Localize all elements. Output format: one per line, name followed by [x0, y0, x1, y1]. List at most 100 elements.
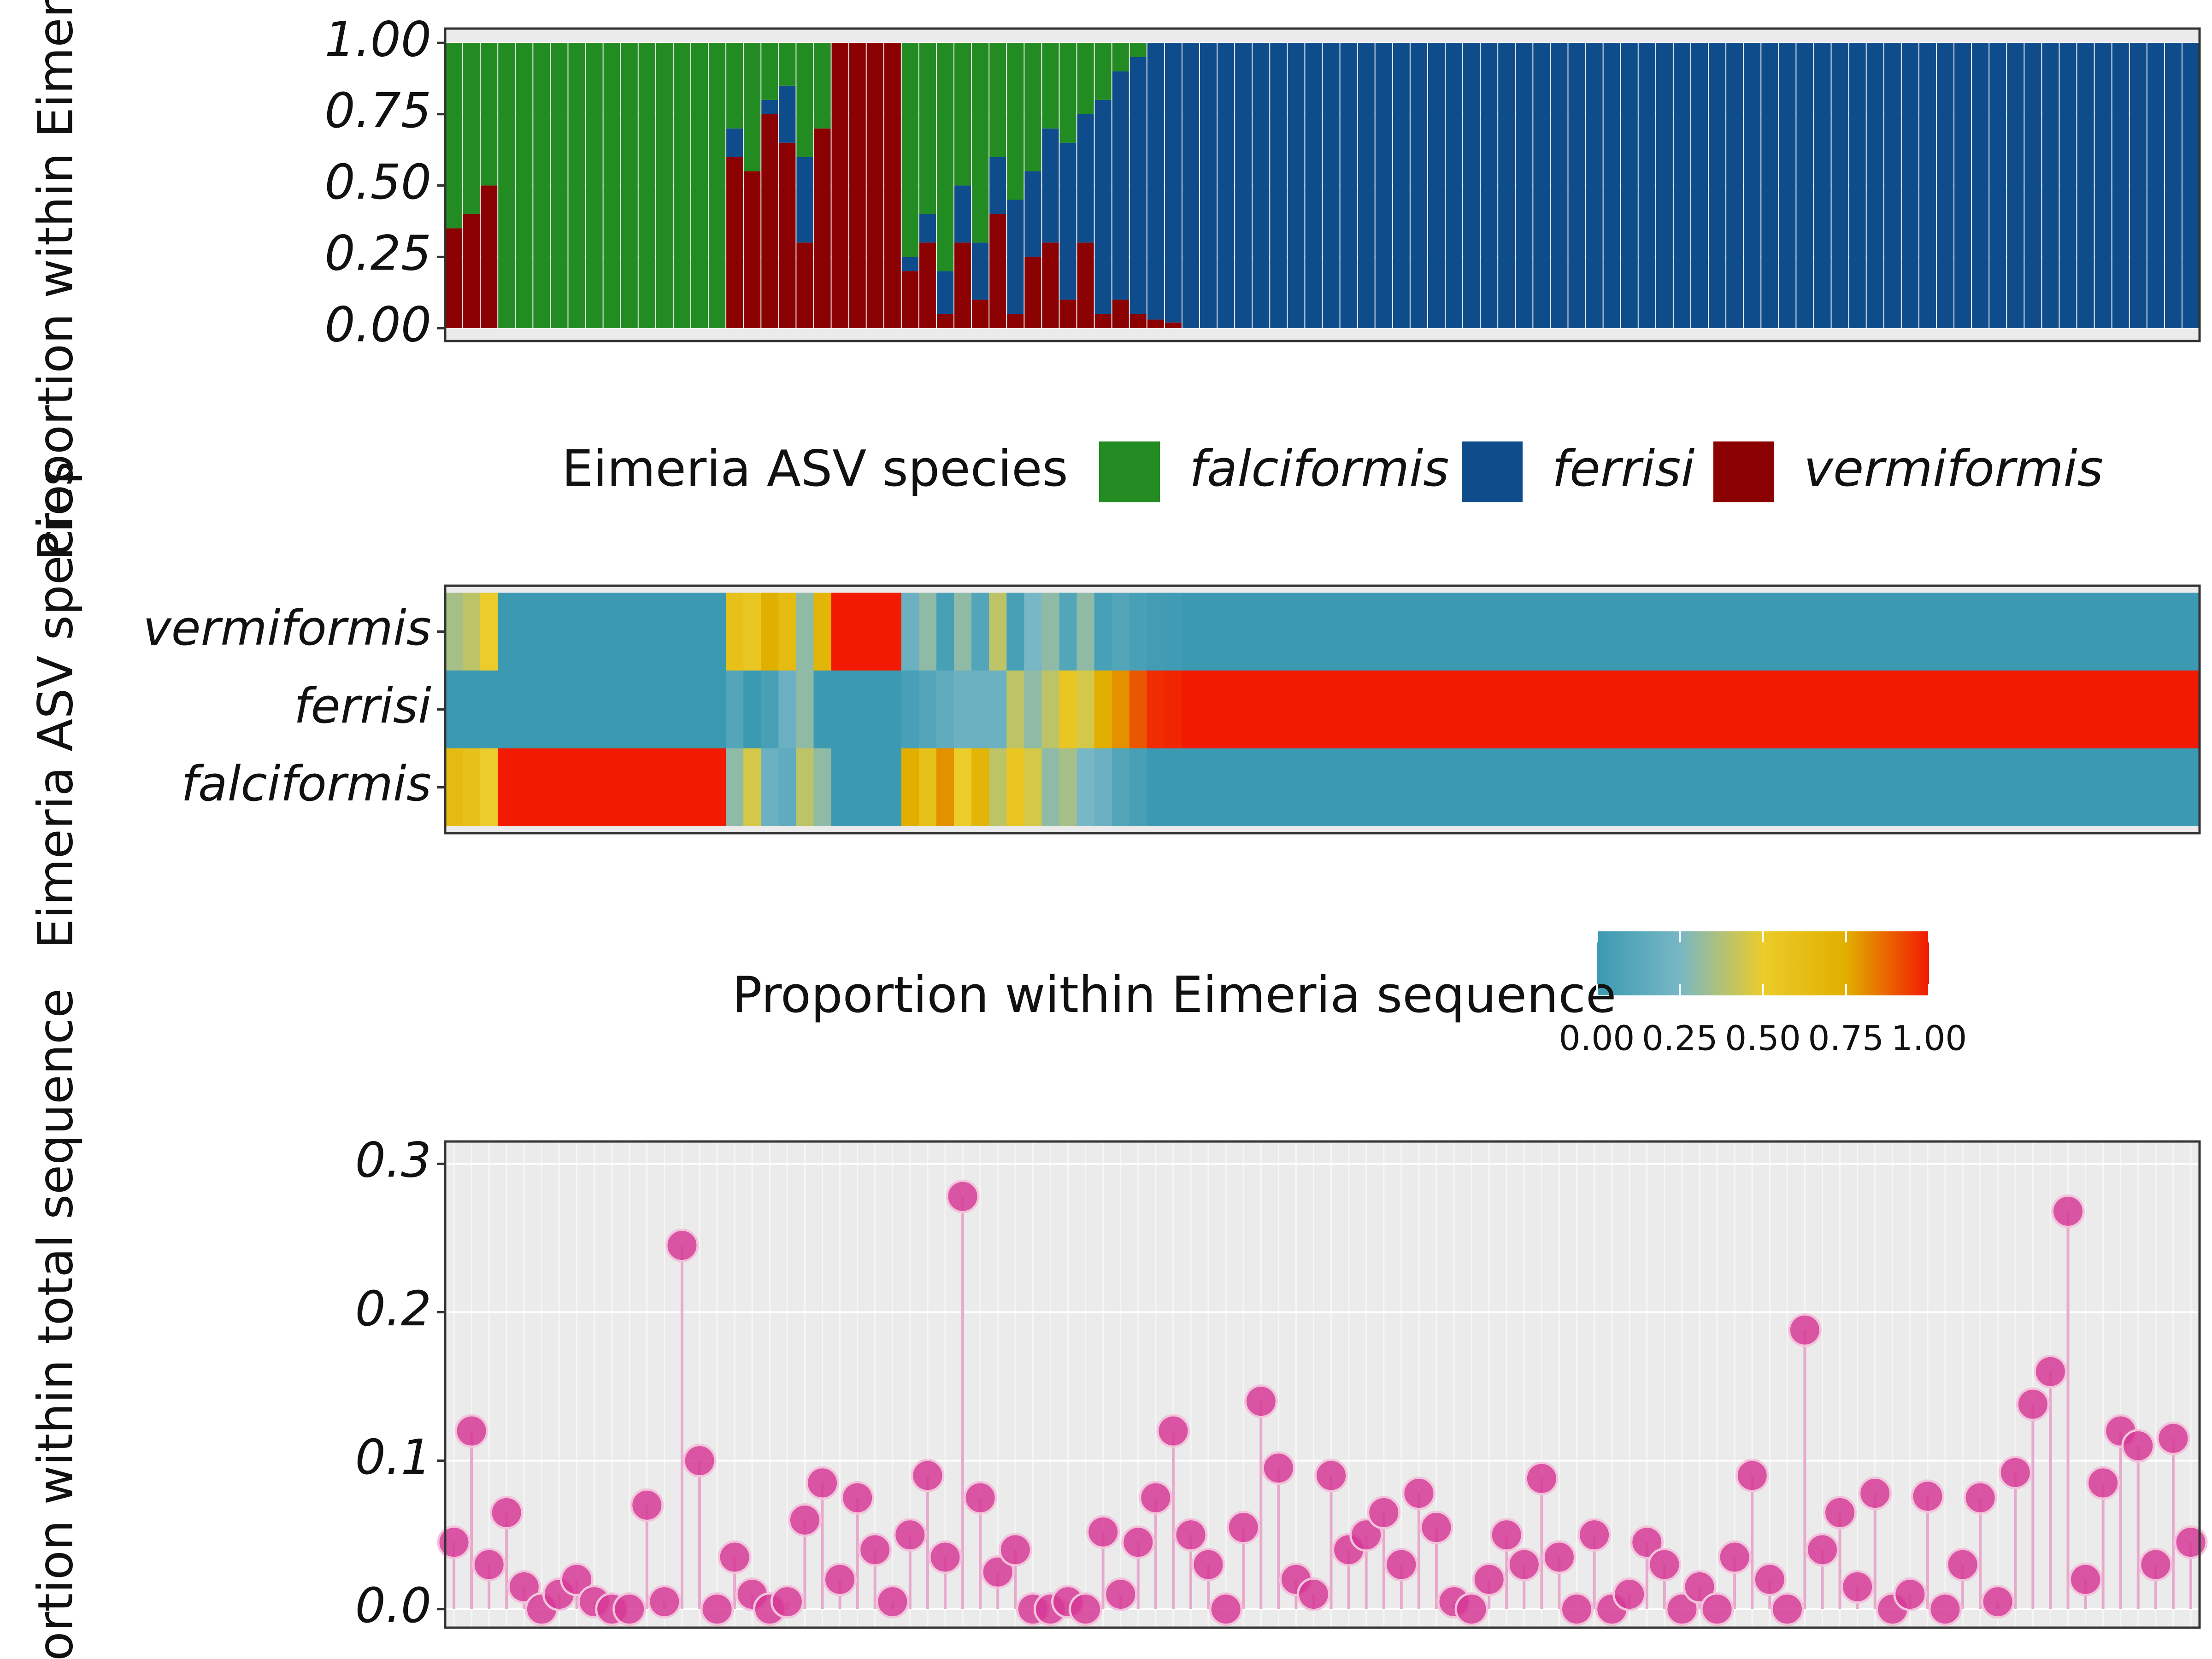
- lollipop-point: [1384, 1547, 1418, 1582]
- heatmap-cell: [620, 671, 639, 748]
- bar-segment: [1305, 42, 1322, 329]
- heatmap-cell: [1813, 748, 1832, 826]
- heatmap-cell: [971, 748, 989, 826]
- lollipop-point: [1963, 1481, 1997, 1515]
- legend-label: ferrisi: [1552, 440, 1695, 498]
- lollipop-point: [1683, 1570, 1717, 1604]
- bar-segment: [1831, 42, 1848, 329]
- heatmap-cell: [1918, 748, 1937, 826]
- bar-segment: [2042, 42, 2059, 329]
- legend-key: [1099, 441, 1160, 502]
- lollipop-point: [2174, 1525, 2208, 1559]
- heatmap-cell: [1445, 593, 1463, 671]
- lollipop-point: [1191, 1547, 1225, 1582]
- heatmap-cell: [1690, 593, 1709, 671]
- heatmap-cell: [936, 671, 954, 748]
- lollipop-point: [1402, 1476, 1436, 1510]
- lollipop-point: [489, 1495, 524, 1530]
- heatmap-cell: [533, 748, 551, 826]
- heatmap-cell: [831, 671, 849, 748]
- lollipop-point: [437, 1525, 471, 1559]
- heatmap-cell: [1427, 671, 1446, 748]
- heatmap-cell: [1690, 748, 1709, 826]
- legend-key: [1462, 441, 1523, 502]
- bar-segment: [1323, 42, 1340, 329]
- bar-segment: [972, 300, 989, 329]
- heatmap-cell: [1778, 671, 1796, 748]
- heatmap-cell: [1252, 671, 1270, 748]
- heatmap-cell: [1743, 593, 1761, 671]
- bar-segment: [1463, 42, 1480, 329]
- bar-segment: [1270, 42, 1287, 329]
- heatmap-cell: [2147, 593, 2165, 671]
- bar-segment: [551, 42, 568, 329]
- heatmap-cell: [1077, 671, 1095, 748]
- lollipop-point: [1174, 1518, 1208, 1552]
- heatmap-cell: [463, 748, 481, 826]
- heatmap-cell: [515, 671, 533, 748]
- heatmap-cell: [2059, 671, 2077, 748]
- heatmap-cell: [2094, 748, 2112, 826]
- heatmap-cell: [1989, 671, 2007, 748]
- lollipop-point: [1226, 1511, 1260, 1545]
- lollipop-point: [1612, 1577, 1647, 1612]
- bar-segment: [1410, 42, 1427, 329]
- heatmap-cell: [1848, 748, 1867, 826]
- bar-segment: [1112, 300, 1129, 329]
- heatmap-cell: [498, 593, 516, 671]
- lollipop-point: [1630, 1525, 1664, 1559]
- y-tick-label: falciformis: [181, 756, 431, 812]
- heatmap-cell: [655, 748, 674, 826]
- heatmap-cell: [1655, 593, 1674, 671]
- heatmap-cell: [1480, 671, 1498, 748]
- lollipop-point: [2016, 1387, 2050, 1421]
- heatmap-cell: [1024, 748, 1042, 826]
- heatmap-cell: [1708, 671, 1726, 748]
- bar-segment: [1445, 42, 1463, 329]
- bar-segment: [481, 185, 498, 329]
- heatmap-cell: [2147, 671, 2165, 748]
- bar-segment: [1165, 322, 1182, 329]
- lollipop-point: [1700, 1592, 1734, 1626]
- heatmap-cell: [1357, 671, 1376, 748]
- lollipop-point: [1314, 1459, 1348, 1493]
- heatmap-cell: [708, 593, 726, 671]
- heatmap-cell: [1129, 748, 1147, 826]
- heatmap-cell: [1375, 671, 1393, 748]
- heatmap-cell: [1883, 671, 1902, 748]
- y-axis-title: Proportion within total sequence: [27, 988, 83, 1659]
- plot-border: [444, 584, 2201, 835]
- lollipop-point: [946, 1179, 980, 1213]
- heatmap-cell: [445, 671, 463, 748]
- bar-segment: [726, 42, 743, 129]
- heatmap-cell: [1006, 671, 1024, 748]
- heatmap-cell: [954, 593, 972, 671]
- heatmap-cell: [1164, 748, 1182, 826]
- bar-segment: [1656, 42, 1673, 329]
- bar-segment: [1621, 42, 1638, 329]
- heatmap-cell: [1024, 671, 1042, 748]
- heatmap-cell: [1901, 593, 1919, 671]
- heatmap-cell: [1445, 671, 1463, 748]
- heatmap-cell: [1463, 748, 1481, 826]
- plot-border: [444, 1140, 2201, 1629]
- lollipop-point: [2069, 1562, 2103, 1596]
- bar-segment: [1340, 42, 1357, 329]
- bar-segment: [446, 42, 463, 229]
- heatmap-cell: [1813, 671, 1832, 748]
- lollipop-point: [612, 1592, 647, 1626]
- bar-segment: [498, 42, 515, 329]
- heatmap-cell: [2182, 748, 2200, 826]
- y-axis-title: Proportion within Eimeria: [27, 0, 83, 561]
- heatmap-cell: [1936, 671, 1954, 748]
- heatmap-cell: [2024, 671, 2042, 748]
- bar-segment: [1761, 42, 1778, 329]
- heatmap-cell: [1006, 593, 1024, 671]
- heatmap-cell: [1217, 671, 1235, 748]
- heatmap-cell: [1936, 593, 1954, 671]
- colorbar-tick-label: 0.75: [1808, 1019, 1884, 1059]
- bar-segment: [463, 214, 480, 329]
- lollipop-point: [1349, 1518, 1383, 1552]
- bar-segment: [2094, 42, 2112, 329]
